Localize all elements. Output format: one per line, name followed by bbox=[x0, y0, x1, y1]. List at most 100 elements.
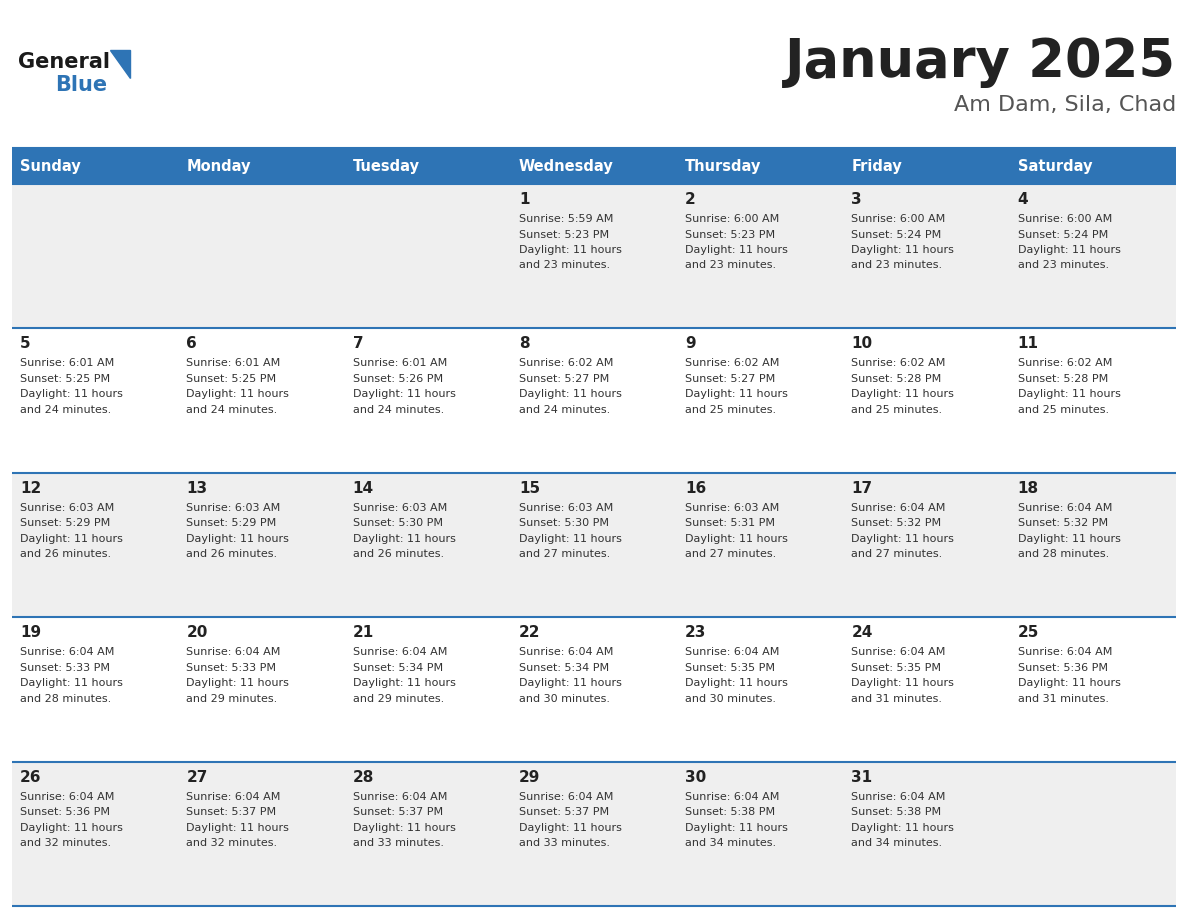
Text: and 25 minutes.: and 25 minutes. bbox=[852, 405, 942, 415]
Text: Am Dam, Sila, Chad: Am Dam, Sila, Chad bbox=[954, 95, 1176, 115]
Text: 1: 1 bbox=[519, 192, 530, 207]
Text: and 28 minutes.: and 28 minutes. bbox=[1018, 549, 1108, 559]
Text: Daylight: 11 hours: Daylight: 11 hours bbox=[519, 389, 621, 399]
Text: and 24 minutes.: and 24 minutes. bbox=[519, 405, 611, 415]
Text: Daylight: 11 hours: Daylight: 11 hours bbox=[353, 678, 455, 688]
Text: Sunrise: 6:04 AM: Sunrise: 6:04 AM bbox=[353, 791, 447, 801]
Text: and 27 minutes.: and 27 minutes. bbox=[685, 549, 777, 559]
Text: Daylight: 11 hours: Daylight: 11 hours bbox=[1018, 678, 1120, 688]
Text: Sunset: 5:27 PM: Sunset: 5:27 PM bbox=[519, 374, 609, 384]
Text: and 24 minutes.: and 24 minutes. bbox=[20, 405, 112, 415]
Text: Daylight: 11 hours: Daylight: 11 hours bbox=[1018, 245, 1120, 255]
Text: General: General bbox=[18, 52, 110, 72]
Text: Sunday: Sunday bbox=[20, 159, 81, 174]
Text: and 29 minutes.: and 29 minutes. bbox=[187, 694, 278, 704]
Text: 13: 13 bbox=[187, 481, 208, 496]
Text: Daylight: 11 hours: Daylight: 11 hours bbox=[187, 678, 289, 688]
Bar bbox=[843, 148, 1010, 184]
Text: and 25 minutes.: and 25 minutes. bbox=[1018, 405, 1108, 415]
Bar bbox=[345, 148, 511, 184]
Text: and 27 minutes.: and 27 minutes. bbox=[519, 549, 611, 559]
Text: 6: 6 bbox=[187, 336, 197, 352]
Text: Sunset: 5:36 PM: Sunset: 5:36 PM bbox=[20, 807, 110, 817]
Text: and 34 minutes.: and 34 minutes. bbox=[685, 838, 776, 848]
Text: 25: 25 bbox=[1018, 625, 1040, 640]
Text: Sunset: 5:34 PM: Sunset: 5:34 PM bbox=[353, 663, 443, 673]
Text: Sunset: 5:35 PM: Sunset: 5:35 PM bbox=[685, 663, 775, 673]
Text: Daylight: 11 hours: Daylight: 11 hours bbox=[685, 823, 788, 833]
Polygon shape bbox=[110, 50, 129, 78]
Text: Sunrise: 6:02 AM: Sunrise: 6:02 AM bbox=[852, 358, 946, 368]
Text: Sunset: 5:37 PM: Sunset: 5:37 PM bbox=[353, 807, 443, 817]
Bar bbox=[12, 762, 1176, 906]
Text: and 30 minutes.: and 30 minutes. bbox=[685, 694, 776, 704]
Text: and 33 minutes.: and 33 minutes. bbox=[353, 838, 443, 848]
Text: Daylight: 11 hours: Daylight: 11 hours bbox=[353, 389, 455, 399]
Text: Sunset: 5:37 PM: Sunset: 5:37 PM bbox=[187, 807, 277, 817]
Text: 4: 4 bbox=[1018, 192, 1029, 207]
Text: January 2025: January 2025 bbox=[785, 36, 1176, 88]
Text: Daylight: 11 hours: Daylight: 11 hours bbox=[685, 533, 788, 543]
Text: and 32 minutes.: and 32 minutes. bbox=[187, 838, 278, 848]
Text: and 25 minutes.: and 25 minutes. bbox=[685, 405, 776, 415]
Text: Sunrise: 6:04 AM: Sunrise: 6:04 AM bbox=[852, 503, 946, 513]
Text: Daylight: 11 hours: Daylight: 11 hours bbox=[519, 678, 621, 688]
Text: Daylight: 11 hours: Daylight: 11 hours bbox=[852, 678, 954, 688]
Text: Sunrise: 6:03 AM: Sunrise: 6:03 AM bbox=[187, 503, 280, 513]
Text: Sunset: 5:24 PM: Sunset: 5:24 PM bbox=[1018, 230, 1108, 240]
Text: 30: 30 bbox=[685, 769, 707, 785]
Text: Sunset: 5:28 PM: Sunset: 5:28 PM bbox=[852, 374, 942, 384]
Bar bbox=[12, 184, 1176, 329]
Text: Wednesday: Wednesday bbox=[519, 159, 614, 174]
Bar bbox=[178, 148, 345, 184]
Text: 19: 19 bbox=[20, 625, 42, 640]
Text: Daylight: 11 hours: Daylight: 11 hours bbox=[187, 389, 289, 399]
Bar bbox=[12, 148, 178, 184]
Bar bbox=[12, 617, 1176, 762]
Text: and 34 minutes.: and 34 minutes. bbox=[852, 838, 942, 848]
Text: Sunrise: 6:04 AM: Sunrise: 6:04 AM bbox=[187, 647, 280, 657]
Text: 16: 16 bbox=[685, 481, 707, 496]
Text: Sunrise: 6:04 AM: Sunrise: 6:04 AM bbox=[1018, 647, 1112, 657]
Text: and 27 minutes.: and 27 minutes. bbox=[852, 549, 943, 559]
Text: Sunrise: 6:02 AM: Sunrise: 6:02 AM bbox=[685, 358, 779, 368]
Text: 24: 24 bbox=[852, 625, 873, 640]
Text: 29: 29 bbox=[519, 769, 541, 785]
Text: Sunrise: 6:01 AM: Sunrise: 6:01 AM bbox=[353, 358, 447, 368]
Text: Sunset: 5:30 PM: Sunset: 5:30 PM bbox=[519, 519, 609, 528]
Text: Sunset: 5:38 PM: Sunset: 5:38 PM bbox=[685, 807, 776, 817]
Text: Sunrise: 6:04 AM: Sunrise: 6:04 AM bbox=[353, 647, 447, 657]
Text: and 24 minutes.: and 24 minutes. bbox=[187, 405, 278, 415]
Text: Sunset: 5:33 PM: Sunset: 5:33 PM bbox=[187, 663, 277, 673]
Bar bbox=[12, 473, 1176, 617]
Text: 15: 15 bbox=[519, 481, 541, 496]
Bar bbox=[511, 148, 677, 184]
Text: Sunrise: 6:02 AM: Sunrise: 6:02 AM bbox=[1018, 358, 1112, 368]
Text: 9: 9 bbox=[685, 336, 696, 352]
Text: Daylight: 11 hours: Daylight: 11 hours bbox=[685, 389, 788, 399]
Bar bbox=[677, 148, 843, 184]
Text: Sunrise: 6:03 AM: Sunrise: 6:03 AM bbox=[20, 503, 114, 513]
Text: Sunrise: 6:01 AM: Sunrise: 6:01 AM bbox=[187, 358, 280, 368]
Text: and 30 minutes.: and 30 minutes. bbox=[519, 694, 609, 704]
Text: and 23 minutes.: and 23 minutes. bbox=[1018, 261, 1108, 271]
Text: 7: 7 bbox=[353, 336, 364, 352]
Text: 3: 3 bbox=[852, 192, 862, 207]
Text: and 23 minutes.: and 23 minutes. bbox=[852, 261, 942, 271]
Text: and 23 minutes.: and 23 minutes. bbox=[519, 261, 609, 271]
Text: Monday: Monday bbox=[187, 159, 251, 174]
Text: Sunrise: 6:03 AM: Sunrise: 6:03 AM bbox=[519, 503, 613, 513]
Text: Sunrise: 6:00 AM: Sunrise: 6:00 AM bbox=[685, 214, 779, 224]
Text: Sunset: 5:23 PM: Sunset: 5:23 PM bbox=[519, 230, 609, 240]
Text: Daylight: 11 hours: Daylight: 11 hours bbox=[20, 533, 122, 543]
Text: 12: 12 bbox=[20, 481, 42, 496]
Text: and 32 minutes.: and 32 minutes. bbox=[20, 838, 112, 848]
Text: and 29 minutes.: and 29 minutes. bbox=[353, 694, 444, 704]
Text: Daylight: 11 hours: Daylight: 11 hours bbox=[353, 533, 455, 543]
Text: Daylight: 11 hours: Daylight: 11 hours bbox=[353, 823, 455, 833]
Text: Sunset: 5:27 PM: Sunset: 5:27 PM bbox=[685, 374, 776, 384]
Text: Sunrise: 6:04 AM: Sunrise: 6:04 AM bbox=[20, 647, 114, 657]
Text: Daylight: 11 hours: Daylight: 11 hours bbox=[20, 678, 122, 688]
Text: 18: 18 bbox=[1018, 481, 1038, 496]
Text: Sunrise: 6:00 AM: Sunrise: 6:00 AM bbox=[1018, 214, 1112, 224]
